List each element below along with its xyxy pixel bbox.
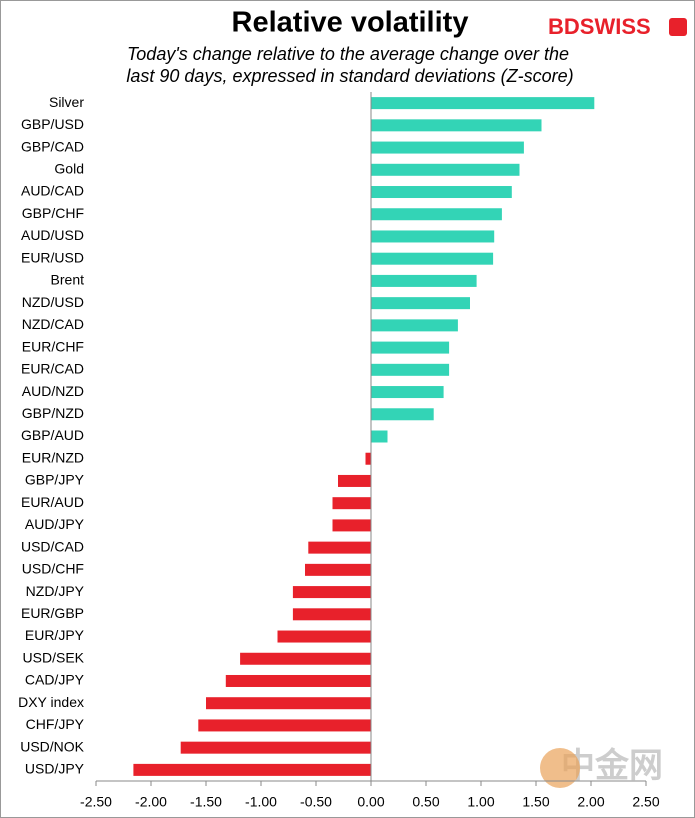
y-tick-label: CAD/JPY	[25, 672, 85, 688]
y-tick-label: USD/NOK	[20, 738, 84, 754]
y-tick-label: NZD/CAD	[22, 316, 84, 332]
y-tick-label: AUD/USD	[21, 227, 84, 243]
bar	[371, 408, 434, 421]
y-tick-label: EUR/CHF	[22, 338, 84, 354]
bar	[133, 763, 371, 776]
y-tick-label: USD/SEK	[23, 649, 85, 665]
bar	[225, 674, 371, 687]
x-tick-label: 1.00	[467, 794, 494, 810]
x-tick-label: -2.00	[135, 794, 167, 810]
bar	[371, 252, 494, 265]
y-tick-label: EUR/GBP	[21, 605, 84, 621]
bar	[371, 297, 470, 310]
x-tick-label: -0.50	[300, 794, 332, 810]
bar	[371, 141, 524, 154]
x-tick-label: -1.50	[190, 794, 222, 810]
y-tick-label: AUD/NZD	[22, 383, 84, 399]
chart-subtitle: last 90 days, expressed in standard devi…	[126, 66, 573, 86]
bar	[371, 274, 477, 287]
bar	[371, 119, 542, 132]
y-tick-label: EUR/CAD	[21, 361, 84, 377]
bar	[371, 363, 450, 376]
bar	[371, 163, 520, 176]
y-tick-label: CHF/JPY	[26, 716, 85, 732]
x-tick-label: 0.00	[357, 794, 384, 810]
bar	[308, 541, 371, 554]
x-tick-label: -1.00	[245, 794, 277, 810]
chart-subtitle: Today's change relative to the average c…	[127, 44, 569, 64]
bar	[240, 652, 371, 665]
x-tick-label: 0.50	[412, 794, 439, 810]
y-tick-label: AUD/CAD	[21, 183, 84, 199]
bar	[371, 208, 502, 221]
bar	[305, 563, 371, 576]
bar	[292, 608, 371, 621]
bar	[371, 386, 444, 399]
chart-title: Relative volatility	[232, 7, 469, 39]
bar	[371, 430, 388, 443]
y-tick-label: AUD/JPY	[25, 516, 85, 532]
y-tick-label: EUR/NZD	[22, 449, 84, 465]
y-tick-label: Brent	[51, 272, 85, 288]
bar	[292, 586, 371, 599]
y-tick-label: GBP/CAD	[21, 138, 84, 154]
bar	[332, 519, 371, 532]
y-tick-label: EUR/USD	[21, 249, 84, 265]
y-tick-label: USD/JPY	[25, 761, 85, 777]
bar	[371, 230, 495, 243]
y-tick-label: USD/CHF	[22, 561, 84, 577]
bar	[206, 697, 371, 710]
watermark-icon	[540, 748, 580, 788]
bar	[371, 319, 458, 332]
y-tick-label: GBP/NZD	[22, 405, 84, 421]
logo: BDSWISS	[548, 14, 651, 39]
y-tick-label: GBP/CHF	[22, 205, 84, 221]
logo-icon	[669, 18, 687, 36]
bar	[371, 97, 595, 110]
y-tick-label: USD/CAD	[21, 538, 84, 554]
y-tick-label: Silver	[49, 94, 84, 110]
y-tick-label: EUR/JPY	[25, 627, 85, 643]
y-tick-label: Gold	[54, 160, 84, 176]
bar	[365, 452, 371, 465]
bar	[371, 186, 512, 199]
y-tick-label: NZD/JPY	[26, 583, 85, 599]
bar	[277, 630, 371, 643]
bar	[338, 474, 371, 487]
y-tick-label: EUR/AUD	[21, 494, 84, 510]
y-tick-label: NZD/USD	[22, 294, 84, 310]
bar	[332, 497, 371, 510]
bar	[371, 341, 450, 354]
x-tick-label: 1.50	[522, 794, 549, 810]
bar	[180, 741, 371, 754]
x-tick-label: 2.00	[577, 794, 604, 810]
y-tick-label: DXY index	[18, 694, 84, 710]
x-tick-label: -2.50	[80, 794, 112, 810]
x-tick-label: 2.50	[632, 794, 659, 810]
y-tick-label: GBP/USD	[21, 116, 84, 132]
y-tick-label: GBP/AUD	[21, 427, 84, 443]
y-tick-label: GBP/JPY	[25, 472, 85, 488]
bar	[198, 719, 371, 732]
